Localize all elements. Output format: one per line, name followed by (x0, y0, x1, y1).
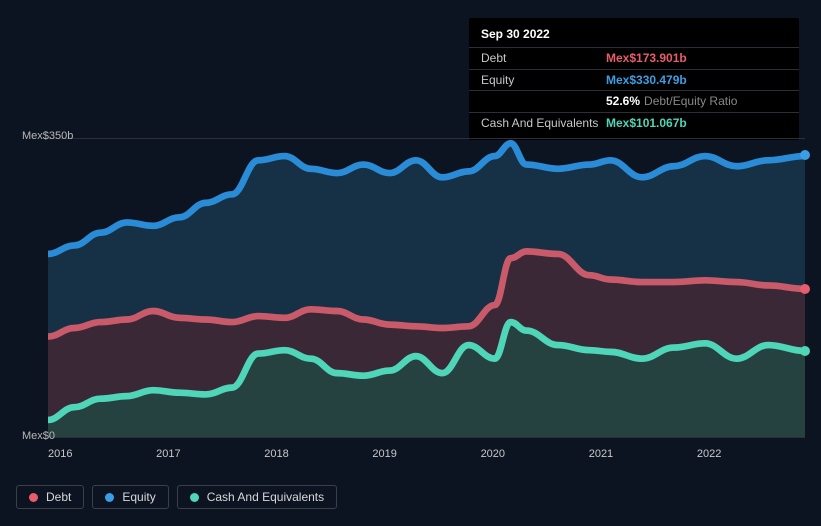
tooltip-row-label: Equity (481, 72, 606, 89)
x-axis-label: 2021 (589, 448, 697, 460)
x-axis-label: 2020 (481, 448, 589, 460)
tooltip-row-value: Mex$173.901b (606, 50, 687, 67)
tooltip-row-label (481, 93, 606, 110)
chart-plot (48, 138, 805, 438)
x-axis: 2016201720182019202020212022 (48, 448, 805, 460)
legend-item[interactable]: Equity (92, 485, 168, 509)
tooltip-row-label: Cash And Equivalents (481, 115, 606, 132)
x-axis-label: 2022 (697, 448, 805, 460)
chart-container: { "tooltip": { "date": "Sep 30 2022", "r… (0, 0, 821, 526)
x-axis-label: 2018 (264, 448, 372, 460)
tooltip-row: 52.6%Debt/Equity Ratio (469, 90, 799, 112)
x-axis-label: 2017 (156, 448, 264, 460)
series-end-dot (800, 346, 810, 356)
series-end-dot (800, 150, 810, 160)
tooltip-row: Cash And EquivalentsMex$101.067b (469, 112, 799, 134)
legend-label: Cash And Equivalents (207, 490, 324, 504)
y-axis-label: Mex$350b (22, 130, 73, 142)
tooltip-row-label: Debt (481, 50, 606, 67)
legend-swatch-icon (105, 493, 114, 502)
legend-item[interactable]: Debt (16, 485, 84, 509)
legend-swatch-icon (190, 493, 199, 502)
tooltip-date: Sep 30 2022 (469, 24, 799, 47)
series-end-dot (800, 284, 810, 294)
x-axis-label: 2019 (372, 448, 480, 460)
x-axis-label: 2016 (48, 448, 156, 460)
legend-swatch-icon (29, 493, 38, 502)
chart-legend: Debt Equity Cash And Equivalents (16, 485, 337, 509)
tooltip-row-extra: Debt/Equity Ratio (644, 93, 737, 110)
legend-label: Equity (122, 490, 155, 504)
tooltip-row-value: Mex$101.067b (606, 115, 687, 132)
legend-label: Debt (46, 490, 71, 504)
tooltip-row-value: Mex$330.479b (606, 72, 687, 89)
tooltip-row: EquityMex$330.479b (469, 69, 799, 91)
tooltip-row: DebtMex$173.901b (469, 47, 799, 69)
legend-item[interactable]: Cash And Equivalents (177, 485, 337, 509)
chart-tooltip: Sep 30 2022 DebtMex$173.901bEquityMex$33… (469, 18, 799, 140)
tooltip-row-value: 52.6% (606, 93, 640, 110)
y-axis-label: Mex$0 (22, 430, 55, 442)
